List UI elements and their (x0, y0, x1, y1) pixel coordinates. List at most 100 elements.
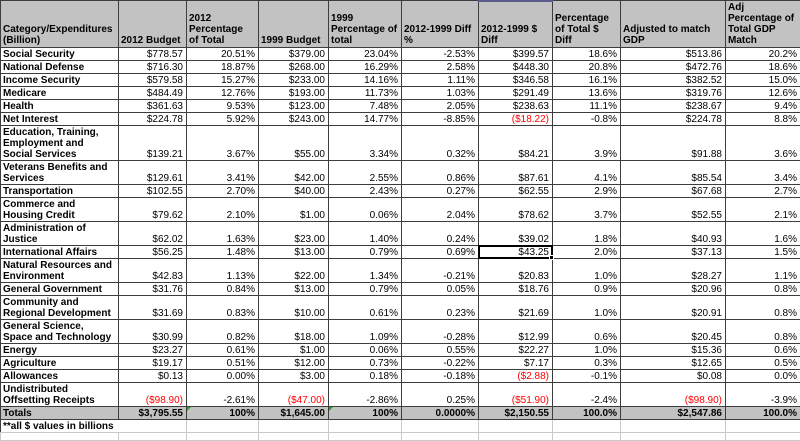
value-cell[interactable]: 2.10% (187, 198, 259, 222)
value-cell[interactable]: $21.69 (479, 296, 553, 320)
value-cell[interactable]: $18.76 (479, 283, 553, 296)
value-cell[interactable]: 18.6% (553, 48, 621, 61)
value-cell[interactable]: 7.48% (329, 100, 402, 113)
empty-cell[interactable] (479, 420, 553, 433)
value-cell[interactable]: 11.73% (329, 87, 402, 100)
value-cell[interactable]: 0.69% (402, 246, 479, 259)
value-cell[interactable]: 1.34% (329, 259, 402, 283)
empty-cell[interactable] (553, 420, 621, 433)
category-cell[interactable]: Community and Regional Development (1, 296, 119, 320)
value-cell[interactable]: 16.29% (329, 61, 402, 74)
value-cell[interactable]: $15.36 (621, 344, 726, 357)
value-cell[interactable]: $22.00 (259, 259, 329, 283)
value-cell[interactable]: 3.7% (553, 198, 621, 222)
value-cell[interactable]: -3.9% (726, 383, 800, 407)
value-cell[interactable]: $778.57 (119, 48, 187, 61)
value-cell[interactable]: -0.21% (402, 259, 479, 283)
totals-value-cell[interactable]: 0.0000% (402, 407, 479, 420)
value-cell[interactable]: 3.6% (726, 126, 800, 161)
value-cell[interactable]: 1.48% (187, 246, 259, 259)
value-cell[interactable]: $1.00 (259, 198, 329, 222)
empty-cell[interactable] (1, 433, 119, 441)
category-cell[interactable]: General Government (1, 283, 119, 296)
value-cell[interactable]: 3.41% (187, 161, 259, 185)
value-cell[interactable]: $91.88 (621, 126, 726, 161)
value-cell[interactable]: 2.04% (402, 198, 479, 222)
value-cell[interactable]: 2.1% (726, 198, 800, 222)
totals-label-cell[interactable]: Totals (1, 407, 119, 420)
value-cell[interactable]: 1.40% (329, 222, 402, 246)
value-cell[interactable]: -8.85% (402, 113, 479, 126)
value-cell[interactable]: 14.16% (329, 74, 402, 87)
category-cell[interactable]: Natural Resources and Environment (1, 259, 119, 283)
value-cell[interactable]: ($2.88) (479, 370, 553, 383)
value-cell[interactable]: 11.1% (553, 100, 621, 113)
footnote-cell[interactable]: **all $ values in billions (1, 420, 187, 433)
value-cell[interactable]: 0.18% (329, 370, 402, 383)
selected-cell[interactable]: $43.25 (479, 246, 553, 259)
value-cell[interactable]: 14.77% (329, 113, 402, 126)
value-cell[interactable]: $13.00 (259, 283, 329, 296)
value-cell[interactable]: $193.00 (259, 87, 329, 100)
value-cell[interactable]: 2.58% (402, 61, 479, 74)
value-cell[interactable]: $52.55 (621, 198, 726, 222)
value-cell[interactable]: $62.02 (119, 222, 187, 246)
value-cell[interactable]: ($98.90) (621, 383, 726, 407)
value-cell[interactable]: 1.1% (726, 259, 800, 283)
value-cell[interactable]: $448.30 (479, 61, 553, 74)
empty-cell[interactable] (726, 420, 800, 433)
value-cell[interactable]: 0.0% (726, 370, 800, 383)
value-cell[interactable]: 2.05% (402, 100, 479, 113)
value-cell[interactable]: $20.91 (621, 296, 726, 320)
value-cell[interactable]: 0.00% (187, 370, 259, 383)
category-cell[interactable]: Agriculture (1, 357, 119, 370)
value-cell[interactable]: 1.5% (726, 246, 800, 259)
value-cell[interactable]: $20.83 (479, 259, 553, 283)
column-header-category[interactable]: Category/Expenditures (Billion) (1, 1, 119, 48)
empty-cell[interactable] (187, 420, 259, 433)
value-cell[interactable]: $238.63 (479, 100, 553, 113)
value-cell[interactable]: 12.6% (726, 87, 800, 100)
value-cell[interactable]: $10.00 (259, 296, 329, 320)
value-cell[interactable]: 3.9% (553, 126, 621, 161)
value-cell[interactable]: 0.82% (187, 320, 259, 344)
value-cell[interactable]: $67.68 (621, 185, 726, 198)
value-cell[interactable]: 0.61% (329, 296, 402, 320)
value-cell[interactable]: 3.34% (329, 126, 402, 161)
value-cell[interactable]: 0.8% (726, 296, 800, 320)
value-cell[interactable]: $243.00 (259, 113, 329, 126)
value-cell[interactable]: 0.9% (553, 283, 621, 296)
totals-value-cell[interactable]: $2,150.55 (479, 407, 553, 420)
value-cell[interactable]: $123.00 (259, 100, 329, 113)
value-cell[interactable]: 3.4% (726, 161, 800, 185)
value-cell[interactable]: -0.1% (553, 370, 621, 383)
category-cell[interactable]: Health (1, 100, 119, 113)
value-cell[interactable]: 8.8% (726, 113, 800, 126)
value-cell[interactable]: $13.00 (259, 246, 329, 259)
value-cell[interactable]: $0.13 (119, 370, 187, 383)
empty-cell[interactable] (553, 433, 621, 441)
value-cell[interactable]: 0.06% (329, 198, 402, 222)
value-cell[interactable]: 1.03% (402, 87, 479, 100)
value-cell[interactable]: -2.53% (402, 48, 479, 61)
value-cell[interactable]: 0.6% (726, 344, 800, 357)
value-cell[interactable]: 1.11% (402, 74, 479, 87)
value-cell[interactable]: 9.53% (187, 100, 259, 113)
value-cell[interactable]: 1.0% (553, 296, 621, 320)
category-cell[interactable]: Administration of Justice (1, 222, 119, 246)
value-cell[interactable]: $20.45 (621, 320, 726, 344)
empty-cell[interactable] (329, 420, 402, 433)
value-cell[interactable]: 2.9% (553, 185, 621, 198)
value-cell[interactable]: -0.22% (402, 357, 479, 370)
value-cell[interactable]: $56.25 (119, 246, 187, 259)
empty-cell[interactable] (402, 420, 479, 433)
value-cell[interactable]: -0.28% (402, 320, 479, 344)
empty-cell[interactable] (621, 420, 726, 433)
value-cell[interactable]: $23.27 (119, 344, 187, 357)
value-cell[interactable]: 0.5% (726, 357, 800, 370)
empty-cell[interactable] (329, 433, 402, 441)
value-cell[interactable]: 0.25% (402, 383, 479, 407)
category-cell[interactable]: Net Interest (1, 113, 119, 126)
value-cell[interactable]: 1.0% (553, 344, 621, 357)
value-cell[interactable]: $7.17 (479, 357, 553, 370)
